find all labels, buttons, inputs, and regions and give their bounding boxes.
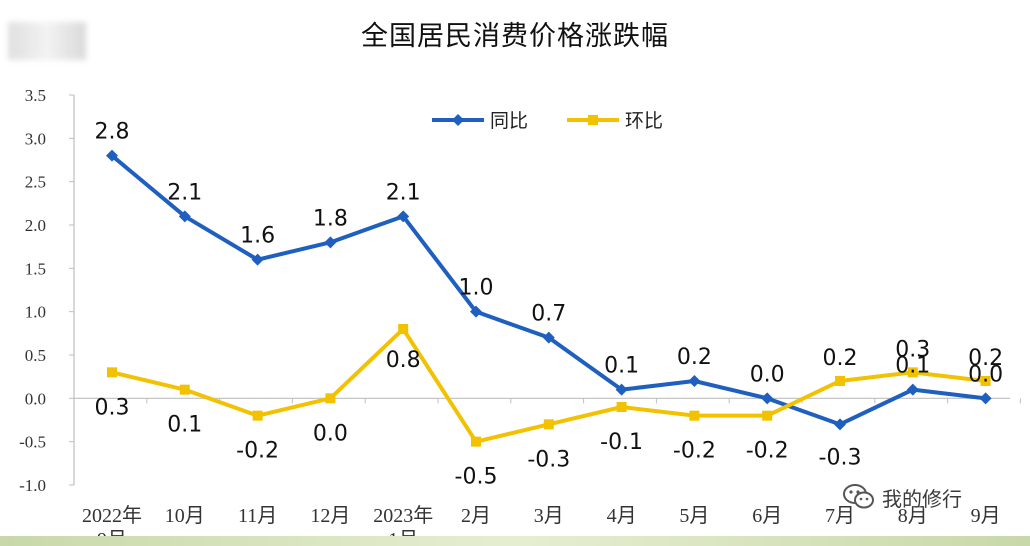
data-label: 0.2: [823, 346, 858, 371]
x-tick-label: 3月: [534, 505, 564, 527]
data-label: 0.0: [313, 421, 348, 446]
data-point-square: [616, 402, 627, 412]
data-label: -0.2: [746, 439, 789, 464]
x-tick-label: 12月: [310, 505, 350, 527]
data-label: 0.1: [895, 354, 930, 379]
y-tick-label: 0.5: [25, 346, 46, 365]
data-label: 0.3: [895, 337, 930, 362]
data-point-square: [325, 393, 336, 404]
data-point-square: [907, 367, 918, 378]
wechat-icon: [842, 482, 876, 512]
data-point-diamond: [251, 253, 264, 266]
data-point-diamond: [615, 383, 628, 396]
x-tick-label: 8月: [898, 505, 928, 527]
data-label: -0.2: [236, 439, 279, 464]
data-label: 0.2: [677, 345, 712, 370]
data-point-diamond: [834, 418, 846, 431]
data-point-square: [179, 384, 190, 395]
data-point-diamond: [397, 210, 410, 223]
data-label: 2.8: [95, 120, 130, 145]
series-line-0: [110, 153, 988, 427]
y-tick-label: 1.0: [25, 303, 46, 322]
data-label: 2.1: [167, 180, 202, 205]
y-tick-label: 2.0: [25, 216, 46, 235]
x-tick-label: 10月: [165, 505, 205, 527]
data-label: -0.5: [455, 465, 498, 490]
y-tick-label: 1.5: [25, 259, 46, 278]
data-point-square: [689, 410, 700, 421]
data-point-square: [107, 367, 117, 378]
chart-series: [106, 149, 992, 447]
data-label: 0.1: [167, 413, 202, 438]
data-label: 1.6: [240, 224, 275, 249]
data-point-square: [471, 436, 481, 447]
data-point-square: [543, 419, 554, 430]
legend-marker-diamond: [452, 114, 464, 126]
data-point-diamond: [106, 149, 118, 162]
data-point-diamond: [761, 392, 774, 405]
x-tick-label: 11月: [238, 505, 277, 527]
legend-label: 环比: [625, 110, 663, 132]
data-label: 0.3: [95, 395, 130, 420]
data-label: 1.8: [313, 206, 348, 231]
y-tick-label: 2.5: [25, 173, 46, 192]
legend-marker-square: [588, 115, 598, 125]
x-tick-label: 5月: [679, 505, 709, 527]
y-tick-label: 0.0: [25, 389, 46, 408]
data-point-square: [762, 410, 773, 421]
data-label: 0.2: [968, 346, 1003, 371]
data-labels: 2.82.11.61.82.11.00.70.1 0.20.0-0.30.1 0.0…: [95, 120, 1004, 490]
x-tick-label: 6月: [752, 505, 782, 527]
chart-axes: [69, 94, 1021, 486]
data-point-diamond: [470, 305, 482, 318]
x-tick-label: 7月: [825, 505, 855, 527]
chart-title: 全国居民消费价格涨跌幅: [361, 21, 669, 52]
data-point-square: [252, 410, 263, 421]
y-tick-label: 3.5: [25, 86, 46, 105]
data-label: -0.3: [527, 447, 570, 472]
data-label: -0.3: [819, 445, 862, 470]
y-tick-label: 3.0: [25, 129, 46, 148]
data-label: 0.1: [604, 354, 639, 379]
chart-legend: 同比 环比: [432, 110, 663, 132]
watermark-text: 我的修行: [882, 486, 962, 511]
data-point-diamond: [178, 210, 191, 223]
data-label: 0.0: [750, 362, 785, 387]
x-tick-label: 4月: [607, 505, 637, 527]
data-label: 2.1: [386, 180, 421, 205]
y-tick-label: -1.0: [19, 476, 46, 495]
data-label: 0.7: [531, 302, 566, 327]
x-tick-label: 9月: [971, 505, 1001, 527]
data-point-square: [398, 324, 409, 334]
x-tick-label: 2月: [461, 505, 491, 527]
data-point-diamond: [979, 392, 992, 405]
y-tick-label: -0.5: [19, 433, 46, 452]
y-tick-labels: 3.5 3.0 2.5 2.0 1.5 1.0 0.5 0.0 -0.5 -1.0: [19, 86, 46, 495]
bottom-border-strip: [0, 536, 1030, 546]
data-point-square: [980, 376, 991, 386]
data-point-diamond: [906, 383, 919, 396]
data-label: 0.8: [386, 348, 421, 373]
data-point-diamond: [324, 236, 337, 249]
watermark: 我的修行: [842, 482, 962, 512]
data-label: 1.0: [459, 276, 494, 301]
data-point-diamond: [542, 331, 555, 344]
data-label: 0.0: [968, 362, 1003, 387]
x-tick-labels: 2022年9月10月11月12月2023年1月2月3月4月5月6月7月8月9月: [82, 504, 1001, 546]
blurred-corner-patch: [8, 22, 86, 60]
data-point-square: [835, 376, 845, 386]
data-label: -0.1: [600, 430, 643, 455]
data-label: -0.2: [673, 439, 716, 464]
legend-label: 同比: [490, 110, 528, 132]
data-point-diamond: [688, 375, 701, 387]
